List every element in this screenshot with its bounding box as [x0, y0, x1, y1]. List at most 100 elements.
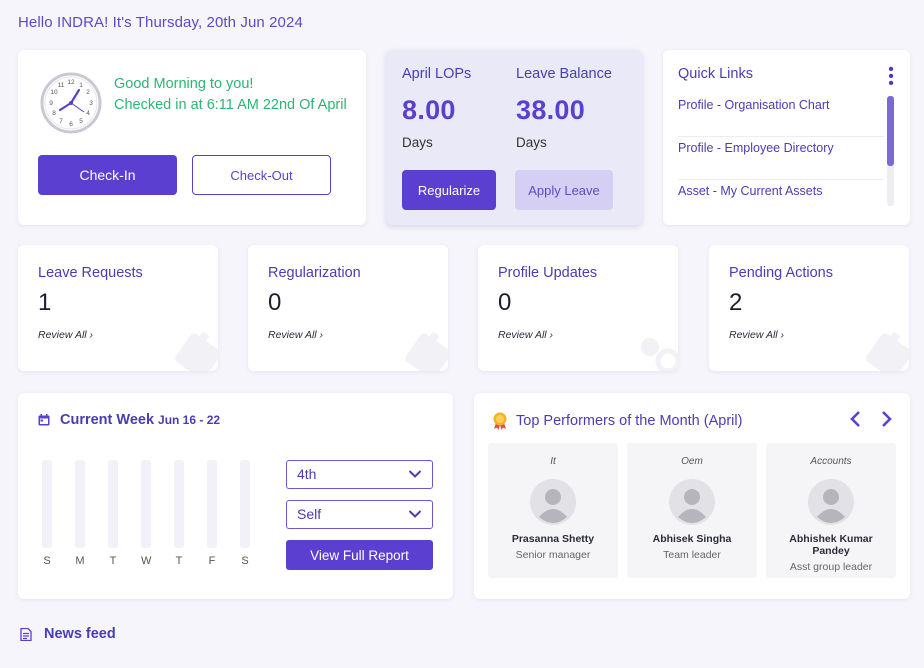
lop-label: April LOPs	[402, 66, 472, 82]
review-all-label[interactable]: Review All	[38, 329, 87, 341]
review-all-label[interactable]: Review All	[498, 329, 547, 341]
day-bar	[108, 460, 118, 548]
svg-text:5: 5	[79, 118, 83, 125]
stat-count: 0	[268, 289, 282, 316]
week-select[interactable]: 4th	[286, 460, 433, 489]
svg-text:1: 1	[79, 82, 83, 89]
day-label-monday: M	[75, 555, 85, 567]
performer-card[interactable]: Accounts Abhishek Kumar Pandey Asst grou…	[766, 443, 896, 578]
stat-title: Leave Requests	[38, 265, 143, 281]
leave-summary-card: April LOPs 8.00 Days Leave Balance 38.00…	[386, 50, 642, 225]
current-week-header: Current Week Jun 16 - 22	[38, 412, 220, 428]
scope-select-value[interactable]: Self	[297, 506, 322, 522]
performer-name: Abhisek Singha	[652, 533, 732, 545]
quick-link-current-assets[interactable]: Asset - My Current Assets	[678, 184, 823, 198]
day-label-wednesday: W	[141, 555, 152, 567]
stat-count: 2	[729, 289, 743, 316]
profile-update-icon	[641, 338, 678, 371]
leave-balance-value: 38.00	[516, 95, 586, 125]
performer-card[interactable]: It Prasanna Shetty Senior manager	[488, 443, 618, 578]
svg-text:8: 8	[52, 110, 56, 117]
current-week-range: Jun 16 - 22	[158, 413, 221, 427]
more-options-icon[interactable]: • • •	[888, 61, 894, 92]
review-all-link[interactable]: Review All ›	[498, 329, 554, 341]
chevron-down-icon[interactable]	[408, 509, 422, 519]
svg-text:11: 11	[58, 82, 65, 89]
avatar	[530, 479, 576, 525]
stat-title: Regularization	[268, 265, 361, 281]
stat-card-pending-actions: Pending Actions 2 Review All ›	[709, 245, 909, 371]
chevron-left-icon[interactable]	[848, 410, 864, 428]
svg-text:2: 2	[86, 89, 90, 96]
review-all-link[interactable]: Review All ›	[268, 329, 324, 341]
current-week-card: Current Week Jun 16 - 22 S M T W T F S 4…	[18, 393, 453, 599]
svg-text:9: 9	[49, 100, 53, 107]
leave-balance-unit: Days	[516, 135, 547, 150]
performer-department: Accounts	[810, 456, 852, 467]
document-icon	[20, 627, 32, 641]
week-select-value[interactable]: 4th	[297, 466, 317, 482]
checkin-time: Checked in at 6:11 AM 22nd Of April	[114, 97, 347, 113]
check-in-button[interactable]: Check-In	[38, 155, 177, 195]
day-bar	[141, 460, 151, 548]
stat-card-regularization: Regularization 0 Review All ›	[248, 245, 448, 371]
current-week-title: Current Week	[60, 412, 155, 428]
day-label-sunday: S	[43, 555, 51, 567]
day-bar	[75, 460, 85, 548]
stat-title: Pending Actions	[729, 265, 833, 281]
review-all-label[interactable]: Review All	[268, 329, 317, 341]
top-performers-card: Top Performers of the Month (April) It P…	[474, 393, 910, 599]
review-all-label[interactable]: Review All	[729, 329, 778, 341]
lop-column: April LOPs 8.00 Days	[402, 66, 471, 150]
performer-card[interactable]: Oem Abhisek Singha Team leader	[627, 443, 757, 578]
stat-card-profile-updates: Profile Updates 0 Review All ›	[478, 245, 678, 371]
calendar-icon	[38, 414, 50, 426]
day-label-saturday: S	[241, 555, 249, 567]
quick-links-list: Profile - Organisation Chart Profile - E…	[678, 94, 884, 223]
performer-role: Senior manager	[515, 549, 591, 561]
day-label-thursday: T	[175, 555, 183, 567]
news-feed-title[interactable]: News feed	[44, 626, 116, 642]
scope-select[interactable]: Self	[286, 500, 433, 529]
check-out-button[interactable]: Check-Out	[192, 155, 331, 195]
top-performers-title: Top Performers of the Month (April)	[516, 413, 743, 429]
svg-text:3: 3	[89, 100, 93, 107]
quick-links-card: Quick Links • • • Profile - Organisation C…	[663, 50, 910, 225]
apply-leave-button[interactable]: Apply Leave	[515, 170, 613, 210]
performer-department: Oem	[681, 456, 703, 467]
quick-links-title: Quick Links	[678, 66, 753, 82]
scrollbar-thumb[interactable]	[887, 96, 894, 166]
leave-balance-column: Leave Balance 38.00 Days	[516, 66, 612, 150]
leave-balance-label: Leave Balance	[516, 66, 612, 82]
review-all-link[interactable]: Review All ›	[38, 329, 94, 341]
quick-links-scrollbar[interactable]	[887, 96, 894, 206]
regularize-button[interactable]: Regularize	[402, 170, 496, 210]
day-label-tuesday: T	[109, 555, 117, 567]
regularize-icon	[405, 332, 448, 371]
quick-link-org-chart[interactable]: Profile - Organisation Chart	[678, 94, 884, 137]
stat-title: Profile Updates	[498, 265, 598, 281]
day-label-friday: F	[208, 555, 216, 567]
medal-icon	[493, 412, 507, 430]
view-full-report-button[interactable]: View Full Report	[286, 540, 433, 570]
day-bar	[207, 460, 217, 548]
leave-icon	[175, 332, 218, 371]
svg-text:7: 7	[59, 118, 63, 125]
chevron-down-icon[interactable]	[408, 469, 422, 479]
checkin-message: Good Morning to you! Checked in at 6:11 …	[114, 74, 354, 116]
performer-role: Asst group leader	[789, 561, 873, 573]
stat-card-leave-requests: Leave Requests 1 Review All ›	[18, 245, 218, 371]
greeting-title: Hello INDRA! It's Thursday, 20th Jun 202…	[18, 14, 303, 31]
news-feed-header[interactable]: News feed	[20, 626, 116, 642]
performer-name: Prasanna Shetty	[511, 533, 595, 545]
quick-link-employee-directory[interactable]: Profile - Employee Directory	[678, 137, 884, 180]
svg-text:12: 12	[67, 79, 75, 86]
greeting-message: Good Morning to you!	[114, 76, 254, 92]
chevron-right-icon[interactable]	[878, 410, 894, 428]
stat-count: 1	[38, 289, 52, 316]
performer-name: Abhishek Kumar Pandey	[789, 533, 873, 557]
review-all-link[interactable]: Review All ›	[729, 329, 785, 341]
svg-text:4: 4	[86, 110, 90, 117]
day-bar	[240, 460, 250, 548]
